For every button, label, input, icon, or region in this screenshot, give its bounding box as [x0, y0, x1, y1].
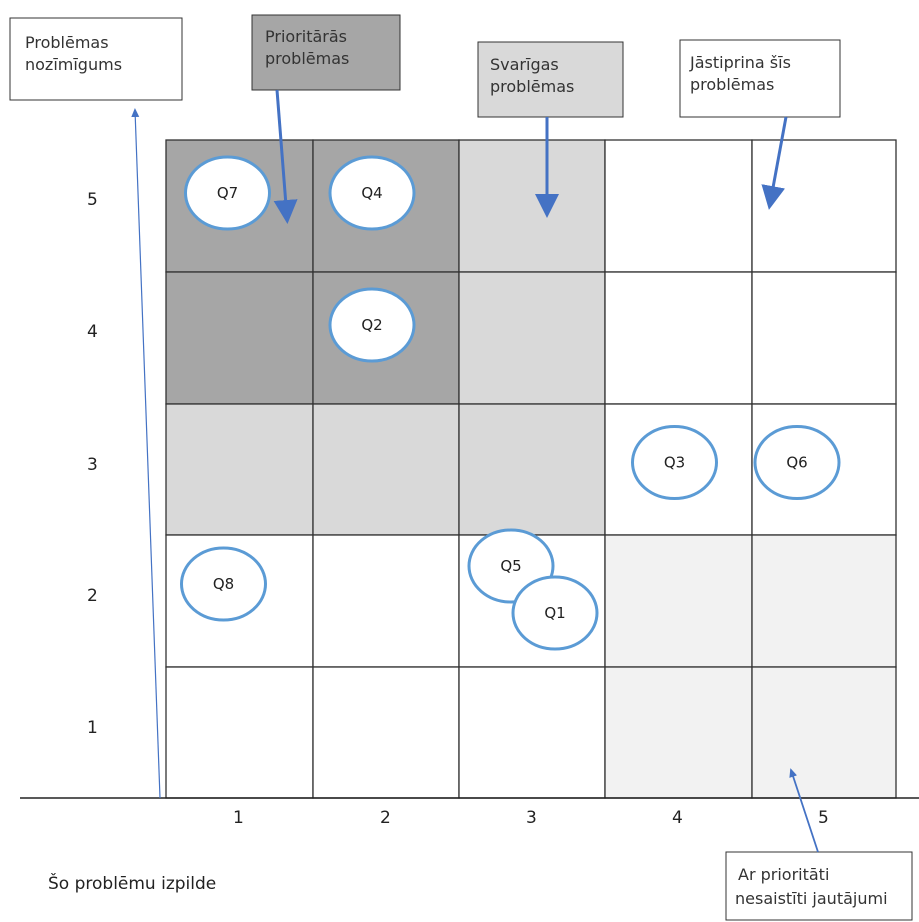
label-line: problēmas	[265, 49, 349, 68]
bubble-circle	[753, 425, 841, 500]
matrix-cell	[165, 403, 314, 536]
bubble-label: Q2	[361, 316, 382, 334]
y-tick-label: 2	[87, 586, 98, 606]
x-tick-label: 4	[672, 808, 683, 828]
label-line: Ar prioritāti	[738, 865, 829, 884]
x-tick-label: 1	[233, 808, 244, 828]
label-box-svarigas: Svarīgas problēmas	[477, 41, 624, 118]
label-line: Jāstiprina šīs	[689, 53, 791, 72]
label-line: problēmas	[690, 75, 774, 94]
y-tick-label: 5	[87, 190, 98, 210]
bubbles: Q7 Q4 Q2 Q3 Q6 Q8 Q5 Q1	[180, 155, 841, 651]
bubble-label: Q5	[500, 557, 521, 575]
bubble-label: Q8	[213, 575, 234, 593]
bubble-q4: Q4	[328, 155, 416, 231]
x-tick-label: 5	[818, 808, 829, 828]
bubble-q1: Q1	[511, 575, 599, 651]
bubble-circle	[631, 425, 718, 500]
bubble-circle	[328, 155, 416, 231]
label-box-prioritaras: Prioritārās problēmas	[251, 14, 401, 91]
y-tick-label: 1	[87, 718, 98, 738]
matrix-cell	[604, 139, 753, 273]
label-box-nozimigums: Problēmas nozīmīgums	[9, 17, 183, 101]
matrix-cell	[312, 534, 460, 668]
x-axis-title: Šo problēmu izpilde	[48, 872, 216, 894]
matrix-cell	[165, 666, 314, 799]
y-tick-label: 4	[87, 322, 98, 342]
bubble-q7: Q7	[184, 155, 271, 231]
matrix-cell	[458, 271, 606, 405]
y-tick-labels: 5 4 3 2 1	[87, 190, 98, 738]
bubble-q8: Q8	[180, 546, 267, 622]
label-line: Svarīgas	[490, 55, 559, 74]
arrow-prioritaras	[273, 89, 298, 224]
label-line: Prioritārās	[265, 27, 347, 46]
label-line: Problēmas	[25, 33, 109, 52]
matrix-cell	[312, 403, 460, 536]
bubble-label: Q4	[361, 184, 382, 202]
bubble-circle	[180, 546, 267, 622]
matrix-cells	[165, 139, 897, 799]
matrix-cell	[604, 271, 753, 405]
matrix-cell	[751, 666, 897, 799]
arrow-nesaistiti	[789, 768, 819, 853]
bubble-circle	[511, 575, 599, 651]
label-line: nesaistīti jautājumi	[735, 889, 888, 908]
bubble-q2: Q2	[328, 287, 416, 363]
x-tick-labels: 1 2 3 4 5	[233, 808, 829, 828]
label-line: problēmas	[490, 77, 574, 96]
label-line: nozīmīgums	[25, 55, 122, 74]
matrix-cell	[312, 666, 460, 799]
bubble-circle	[328, 287, 416, 363]
label-box-jastiprina: Jāstiprina šīs problēmas	[679, 39, 841, 118]
matrix-cell	[751, 534, 897, 668]
bubble-q6: Q6	[753, 425, 841, 500]
matrix-cell	[458, 139, 606, 273]
matrix-cell	[604, 534, 753, 668]
matrix-cell	[751, 271, 897, 405]
bubble-label: Q7	[217, 184, 238, 202]
bubble-q3: Q3	[631, 425, 718, 500]
matrix-cell	[604, 666, 753, 799]
arrow-jastiprina	[761, 116, 788, 210]
x-tick-label: 3	[526, 808, 537, 828]
y-axis-arrow	[131, 108, 161, 799]
x-tick-label: 2	[380, 808, 391, 828]
y-tick-label: 3	[87, 455, 98, 475]
bubble-circle	[184, 155, 271, 231]
matrix-cell	[458, 403, 606, 536]
matrix-cell	[751, 139, 897, 273]
matrix-cell	[458, 666, 606, 799]
matrix-cell	[165, 271, 314, 405]
bubble-label: Q1	[544, 604, 565, 622]
label-box-nesaistiti: Ar prioritāti nesaistīti jautājumi	[725, 851, 913, 921]
bubble-label: Q6	[786, 454, 807, 472]
bubble-label: Q3	[664, 454, 685, 472]
